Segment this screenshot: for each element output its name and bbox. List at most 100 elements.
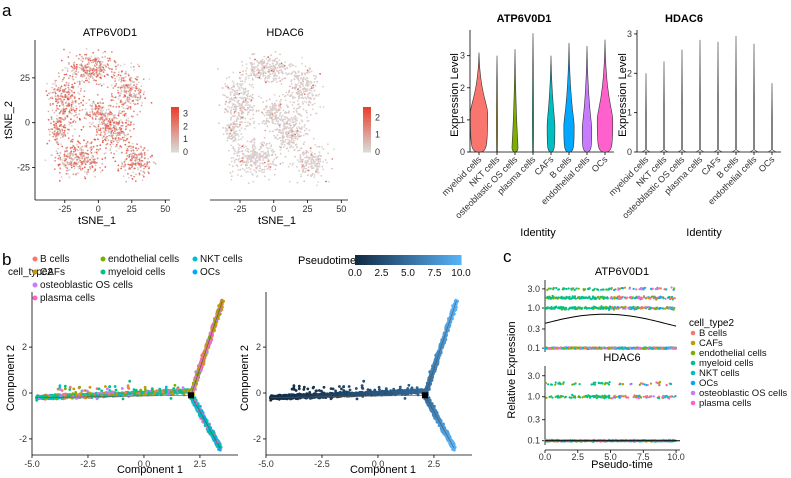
tsne-point — [91, 72, 93, 75]
tsne-point — [92, 125, 95, 127]
tsne-point — [236, 118, 238, 121]
tsne-point — [105, 111, 108, 114]
tsne-point — [305, 127, 308, 130]
tsne-point — [97, 108, 100, 111]
tsne-point — [68, 102, 70, 105]
x-tick-label: OCs — [757, 154, 777, 174]
tsne-point — [71, 83, 74, 86]
tsne-point — [108, 134, 111, 137]
tsne-point — [233, 99, 236, 102]
tsne-point — [56, 142, 58, 145]
x-tick-label: -25 — [234, 204, 247, 214]
tsne-point — [310, 70, 313, 73]
tsne-point — [229, 98, 231, 100]
tsne-point — [63, 132, 65, 134]
tsne-point — [92, 158, 95, 161]
tsne-point — [241, 115, 244, 118]
tsne-point — [117, 169, 120, 172]
tsne-point — [95, 127, 98, 129]
tsne-point — [295, 111, 298, 113]
tsne-point — [121, 70, 123, 72]
panel-label-c: c — [503, 247, 512, 266]
tsne-point — [130, 150, 133, 152]
tsne-point — [137, 168, 140, 171]
tsne-point — [281, 132, 284, 135]
tsne-point — [85, 56, 87, 59]
tsne-point — [89, 168, 92, 170]
tsne-point — [68, 112, 70, 115]
tsne-point — [58, 180, 61, 182]
tsne-point — [114, 77, 117, 80]
tsne-point — [112, 132, 115, 134]
tsne-point — [92, 121, 94, 124]
tsne-point — [283, 77, 286, 80]
tsne-point — [231, 99, 234, 101]
tsne-point — [76, 80, 79, 83]
tsne-point — [89, 150, 92, 153]
tsne-point — [232, 146, 235, 149]
tsne-point — [118, 71, 120, 74]
colorbar-label: 0 — [183, 147, 188, 157]
tsne-point — [54, 156, 57, 159]
tsne-point — [115, 117, 118, 120]
tsne-point — [268, 98, 271, 101]
tsne-point — [254, 76, 257, 79]
tsne-point — [315, 165, 318, 168]
tsne-point — [78, 106, 81, 108]
tsne-point — [87, 75, 90, 78]
tsne-point — [134, 96, 137, 99]
tsne-point — [89, 125, 91, 128]
tsne-point — [298, 169, 301, 172]
tsne-point — [94, 138, 96, 141]
tsne-point — [110, 93, 113, 95]
tsne-point — [235, 130, 238, 133]
tsne-point — [225, 77, 228, 80]
tsne-point — [133, 127, 135, 130]
tsne-point — [56, 114, 58, 117]
tsne-point — [63, 155, 66, 158]
tsne-point — [258, 169, 260, 172]
tsne-point — [55, 134, 58, 137]
tsne-point — [232, 108, 235, 111]
y-tick-label: -25 — [17, 163, 30, 173]
tsne-point — [127, 106, 130, 108]
tsne-point — [309, 113, 312, 116]
legend-label: NKT cells — [200, 254, 243, 265]
tsne-point — [83, 95, 85, 98]
tsne-point — [284, 118, 286, 121]
tsne-point — [63, 153, 66, 156]
tsne-point — [57, 101, 60, 104]
tsne-point — [309, 67, 311, 69]
tsne-point — [245, 70, 247, 72]
tsne-point — [55, 125, 57, 127]
tsne-point — [239, 123, 241, 126]
tsne-point — [143, 167, 145, 170]
tsne-point — [90, 146, 92, 149]
tsne-point — [127, 121, 130, 123]
tsne-point — [103, 135, 105, 138]
tsne-point — [284, 99, 287, 102]
tsne-point — [120, 167, 122, 170]
tsne-point — [130, 174, 133, 177]
tsne-point — [308, 83, 311, 86]
tsne-point — [78, 152, 81, 155]
tsne-point — [135, 87, 138, 90]
x-tick-label: OCs — [590, 154, 610, 174]
tsne-point — [101, 141, 104, 144]
tsne-point — [262, 159, 265, 161]
tsne-point — [102, 83, 105, 86]
tsne-point — [121, 114, 124, 116]
tsne-point — [242, 144, 245, 147]
legend-swatch — [32, 269, 38, 275]
x-tick-label: 25 — [303, 204, 313, 214]
tsne-point — [57, 147, 60, 150]
tsne-point — [153, 161, 155, 164]
tsne-point — [280, 118, 283, 120]
tsne-point — [123, 110, 125, 113]
tsne-point — [76, 159, 78, 161]
tsne-point — [69, 51, 71, 54]
tsne-point — [85, 77, 88, 80]
tsne-point — [274, 103, 276, 106]
tsne-point — [128, 98, 131, 100]
tsne-point — [290, 116, 293, 119]
